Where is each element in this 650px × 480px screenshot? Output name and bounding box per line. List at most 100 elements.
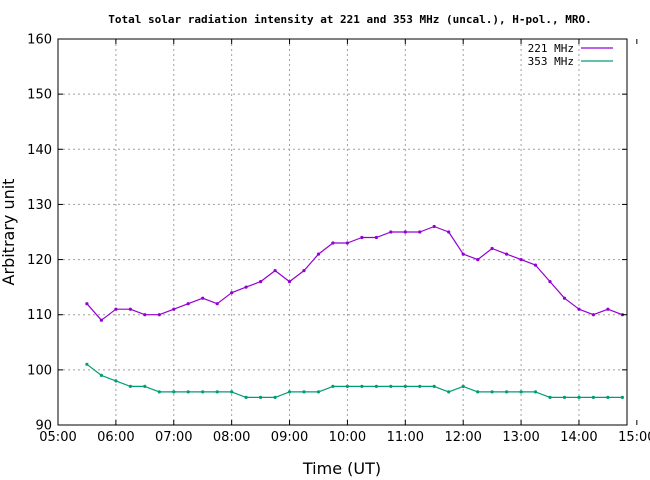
data-point-353-mhz: [519, 390, 523, 394]
data-point-353-mhz: [606, 395, 610, 399]
data-point-221-mhz: [562, 296, 567, 300]
data-point-221-mhz: [374, 235, 378, 240]
series-line-221-mhz: [86, 225, 623, 321]
data-point-221-mhz: [143, 313, 147, 317]
data-point-221-mhz: [259, 280, 263, 284]
y-axis-label: Arbitrary unit: [0, 179, 18, 286]
y-tick-label: 140: [27, 143, 52, 158]
data-point-353-mhz: [403, 384, 407, 388]
data-point-353-mhz: [577, 395, 581, 399]
y-axis: 90 100 110 120 130 140 150 160: [27, 33, 627, 434]
series-line-353-mhz: [86, 363, 623, 398]
data-point-221-mhz: [230, 291, 234, 295]
data-point-353-mhz: [620, 395, 625, 399]
x-tick-label: 06:00: [97, 430, 134, 445]
data-point-353-mhz: [389, 384, 393, 388]
data-point-353-mhz: [114, 379, 118, 383]
data-point-221-mhz: [99, 318, 103, 322]
data-point-221-mhz: [114, 307, 118, 311]
legend-label: 353 MHz: [528, 55, 574, 68]
data-point-353-mhz: [432, 384, 436, 388]
x-tick-label: 15:00: [618, 430, 650, 445]
data-point-353-mhz: [360, 384, 364, 388]
x-tick-label: 09:00: [271, 430, 308, 445]
data-point-221-mhz: [360, 235, 364, 240]
data-point-221-mhz: [244, 285, 248, 289]
x-tick-label: 12:00: [444, 430, 481, 445]
series-layer: [85, 224, 625, 399]
data-point-353-mhz: [345, 384, 349, 388]
y-tick-label: 160: [27, 33, 52, 48]
data-point-353-mhz: [215, 390, 219, 394]
data-point-353-mhz: [230, 390, 234, 394]
data-point-353-mhz: [447, 390, 451, 394]
data-point-221-mhz: [403, 230, 407, 234]
data-point-221-mhz: [548, 280, 552, 284]
data-point-221-mhz: [476, 258, 480, 262]
x-tick-label: 05:00: [39, 430, 76, 445]
data-point-353-mhz: [172, 390, 176, 394]
data-point-221-mhz: [606, 307, 610, 311]
data-point-353-mhz: [99, 373, 103, 377]
data-point-353-mhz: [331, 384, 335, 388]
data-point-353-mhz: [244, 395, 248, 399]
x-tick-label: 08:00: [213, 430, 250, 445]
data-point-221-mhz: [273, 269, 277, 273]
y-tick-label: 130: [27, 198, 52, 213]
y-tick-label: 150: [27, 88, 52, 103]
y-tick-label: 100: [27, 363, 52, 378]
data-point-221-mhz: [331, 241, 335, 245]
data-point-221-mhz: [201, 296, 205, 300]
data-point-353-mhz: [128, 384, 132, 388]
plot-frame: [57, 38, 628, 426]
data-point-221-mhz: [316, 252, 321, 256]
data-point-221-mhz: [128, 307, 132, 311]
data-point-221-mhz: [519, 258, 523, 262]
x-tick-label: 07:00: [155, 430, 192, 445]
data-point-353-mhz: [418, 384, 422, 388]
data-point-353-mhz: [143, 384, 147, 388]
data-point-353-mhz: [533, 390, 538, 394]
chart-title: Total solar radiation intensity at 221 a…: [108, 13, 591, 26]
data-point-353-mhz: [461, 384, 465, 388]
y-tick-label: 110: [27, 308, 52, 323]
data-point-221-mhz: [505, 252, 509, 256]
data-point-353-mhz: [591, 395, 596, 399]
data-point-353-mhz: [186, 390, 190, 394]
data-point-221-mhz: [389, 230, 393, 234]
x-axis-label: Time (UT): [302, 459, 381, 478]
data-point-221-mhz: [461, 252, 465, 256]
data-point-221-mhz: [533, 263, 538, 267]
data-point-221-mhz: [215, 302, 219, 306]
x-axis: 05:00 06:00 07:00 08:00 09:00 10:00 11:00 12:00…: [39, 39, 650, 445]
x-tick-label: 14:00: [560, 430, 597, 445]
data-point-221-mhz: [591, 313, 596, 317]
data-point-353-mhz: [505, 390, 509, 394]
x-tick-label: 13:00: [502, 430, 539, 445]
data-point-353-mhz: [273, 395, 277, 399]
data-point-353-mhz: [374, 384, 378, 388]
data-point-221-mhz: [447, 230, 451, 234]
data-point-221-mhz: [345, 241, 349, 245]
grid: [58, 39, 627, 425]
data-point-221-mhz: [186, 302, 190, 306]
data-point-353-mhz: [259, 395, 263, 399]
data-point-221-mhz: [302, 269, 306, 273]
x-tick-label: 10:00: [329, 430, 366, 445]
y-tick-label: 120: [27, 253, 52, 268]
x-tick-label: 11:00: [387, 430, 424, 445]
data-point-221-mhz: [157, 313, 161, 317]
data-point-353-mhz: [157, 390, 161, 394]
legend-label: 221 MHz: [528, 42, 574, 55]
data-point-221-mhz: [287, 280, 292, 284]
data-point-221-mhz: [85, 302, 89, 306]
data-point-221-mhz: [490, 246, 494, 251]
data-point-353-mhz: [201, 390, 205, 394]
data-point-221-mhz: [172, 307, 176, 311]
data-point-353-mhz: [302, 390, 306, 394]
data-point-353-mhz: [490, 390, 494, 394]
data-point-221-mhz: [418, 230, 422, 234]
